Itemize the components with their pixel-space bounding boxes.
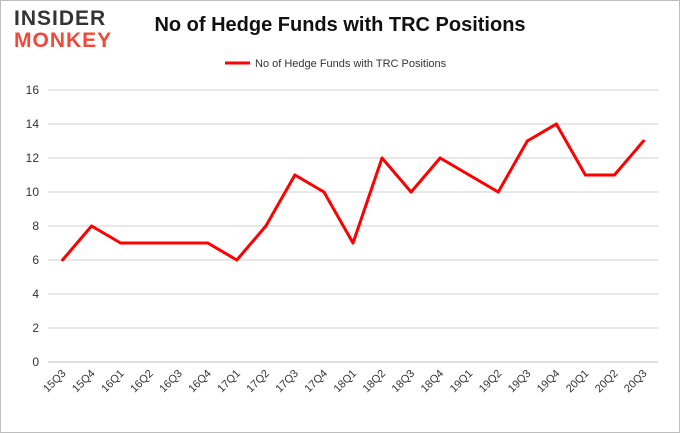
- x-tick-label: 18Q1: [332, 368, 360, 396]
- gridlines: [48, 89, 658, 363]
- x-tick-label: 16Q4: [186, 368, 214, 396]
- legend-label: No of Hedge Funds with TRC Positions: [255, 58, 447, 70]
- data-point: [641, 139, 645, 143]
- x-tick-label: 19Q2: [477, 368, 505, 396]
- data-point: [119, 241, 123, 245]
- x-axis-ticks: 15Q3 15Q4 16Q1 16Q2 16Q3 16Q4 17Q1 17Q2 17Q3 17Q4…: [41, 368, 649, 396]
- x-tick-label: 16Q2: [128, 368, 156, 396]
- x-tick-label: 19Q1: [448, 368, 476, 396]
- x-tick-label: 17Q4: [303, 368, 331, 396]
- x-tick-label: 16Q1: [99, 368, 127, 396]
- data-point: [612, 173, 616, 177]
- y-tick-label: 14: [26, 117, 40, 131]
- series-layer: [61, 122, 645, 262]
- y-tick-label: 16: [26, 83, 40, 97]
- y-tick-label: 12: [26, 151, 40, 165]
- data-point: [235, 258, 239, 262]
- y-tick-label: 6: [32, 253, 39, 267]
- x-tick-label: 17Q3: [274, 368, 302, 396]
- data-point: [322, 190, 326, 194]
- data-point: [554, 122, 558, 126]
- y-tick-label: 2: [32, 321, 39, 335]
- x-tick-label: 20Q2: [593, 368, 621, 396]
- x-tick-label: 16Q3: [157, 368, 185, 396]
- y-tick-label: 8: [32, 219, 39, 233]
- data-point: [90, 224, 94, 228]
- x-tick-label: 20Q1: [564, 368, 592, 396]
- x-tick-label: 17Q1: [215, 368, 243, 396]
- data-point: [264, 224, 268, 228]
- data-point: [409, 190, 413, 194]
- y-axis-ticks: 0 2 4 6 8 10 12 14 16: [26, 83, 40, 369]
- x-tick-label: 15Q4: [70, 368, 98, 396]
- x-tick-label: 19Q4: [535, 368, 563, 396]
- data-point: [177, 241, 181, 245]
- data-point: [525, 139, 529, 143]
- y-tick-label: 4: [32, 287, 39, 301]
- legend: No of Hedge Funds with TRC Positions: [225, 58, 447, 70]
- data-point: [206, 241, 210, 245]
- chart-title: No of Hedge Funds with TRC Positions: [154, 14, 526, 36]
- data-point: [61, 258, 65, 262]
- data-point: [351, 241, 355, 245]
- data-point: [293, 173, 297, 177]
- data-point: [438, 156, 442, 160]
- logo-line-2: MONKEY: [14, 29, 113, 52]
- data-point: [496, 190, 500, 194]
- x-tick-label: 20Q3: [622, 368, 650, 396]
- data-point: [467, 173, 471, 177]
- data-point: [583, 173, 587, 177]
- logo-line-1: INSIDER: [14, 7, 107, 30]
- x-tick-label: 19Q3: [506, 368, 534, 396]
- data-point: [380, 156, 384, 160]
- x-tick-label: 17Q2: [244, 368, 272, 396]
- data-point: [148, 241, 152, 245]
- y-tick-label: 0: [32, 355, 39, 369]
- x-tick-label: 18Q4: [419, 368, 447, 396]
- x-tick-label: 18Q2: [361, 368, 389, 396]
- x-tick-label: 18Q3: [390, 368, 418, 396]
- x-tick-label: 15Q3: [41, 368, 69, 396]
- y-tick-label: 10: [26, 185, 40, 199]
- insider-monkey-logo: INSIDER MONKEY: [14, 8, 126, 52]
